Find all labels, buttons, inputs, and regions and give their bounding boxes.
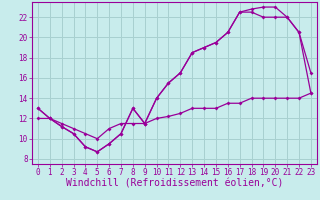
X-axis label: Windchill (Refroidissement éolien,°C): Windchill (Refroidissement éolien,°C) (66, 179, 283, 189)
